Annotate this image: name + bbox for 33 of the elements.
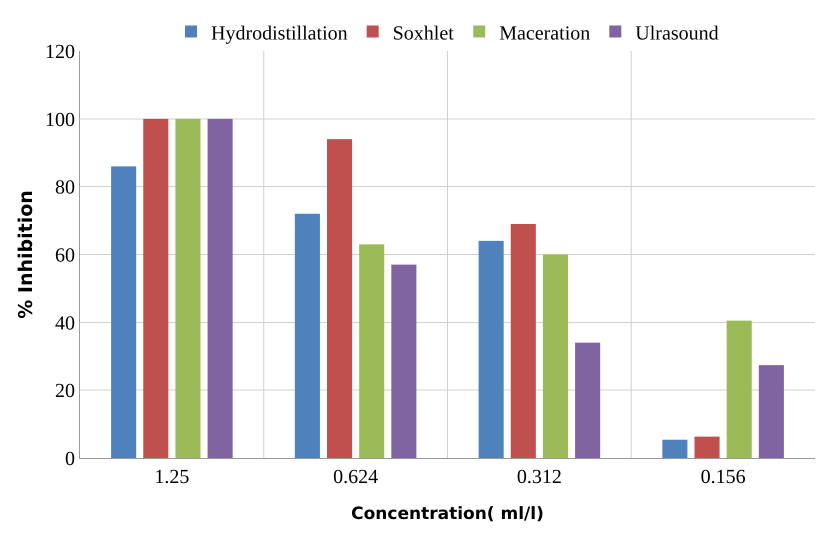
bar bbox=[208, 118, 233, 458]
legend-label: Ulrasound bbox=[635, 22, 719, 44]
bar bbox=[478, 240, 504, 458]
bar bbox=[294, 214, 320, 458]
x-tick-label: 0.156 bbox=[700, 466, 746, 488]
bar bbox=[327, 139, 352, 458]
legend-label: Soxhlet bbox=[392, 22, 454, 44]
y-tick-label: 120 bbox=[45, 41, 75, 63]
x-tick-label: 0.624 bbox=[333, 466, 378, 488]
y-tick-label: 0 bbox=[65, 448, 75, 470]
bar bbox=[143, 118, 168, 458]
bar bbox=[575, 342, 600, 458]
bar bbox=[391, 264, 416, 458]
x-tick-label: 0.312 bbox=[516, 466, 562, 488]
y-tick-label: 60 bbox=[55, 244, 75, 266]
legend-label: Maceration bbox=[499, 22, 590, 44]
y-tick-label: 40 bbox=[55, 312, 75, 334]
bar bbox=[542, 254, 568, 458]
x-tick-label: 1.25 bbox=[154, 466, 190, 488]
y-axis-title: % Inhibition bbox=[15, 190, 37, 319]
bar bbox=[758, 365, 784, 458]
bar bbox=[175, 118, 200, 458]
legend-label: Hydrodistillation bbox=[211, 22, 348, 44]
bar bbox=[510, 224, 536, 458]
y-tick-label: 100 bbox=[45, 108, 75, 131]
bar bbox=[111, 166, 136, 458]
bar bbox=[662, 440, 688, 458]
y-tick-label: 20 bbox=[55, 380, 75, 402]
bar bbox=[359, 244, 384, 458]
bar bbox=[694, 436, 720, 458]
bar bbox=[726, 320, 752, 458]
x-axis-title: Concentration( ml/l) bbox=[351, 504, 544, 524]
y-tick-label: 80 bbox=[55, 176, 75, 199]
